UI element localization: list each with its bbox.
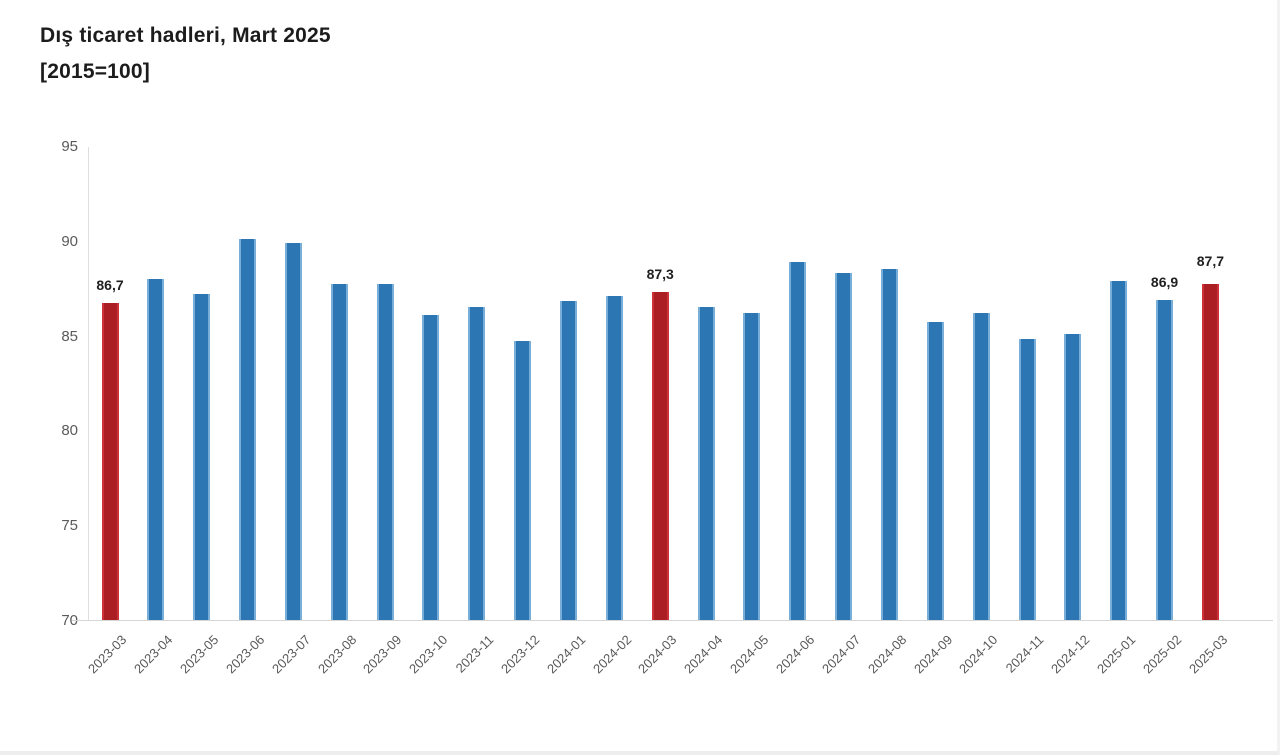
bar-2024-12 bbox=[1064, 333, 1082, 620]
bar-2023-08 bbox=[330, 284, 348, 620]
y-tick-label-70: 70 bbox=[61, 612, 78, 629]
bar-2024-03 bbox=[651, 292, 669, 620]
x-tick-label-2023-03: 2023-03 bbox=[85, 632, 130, 677]
y-tick-label-75: 75 bbox=[61, 517, 78, 535]
y-tick-label-90: 90 bbox=[61, 232, 78, 250]
bar-2024-09 bbox=[926, 322, 944, 620]
x-tick-label-2023-06: 2023-06 bbox=[222, 632, 268, 677]
bar-2023-05 bbox=[193, 293, 211, 620]
bar-2023-06 bbox=[239, 238, 257, 620]
bar-2024-02 bbox=[605, 295, 623, 620]
bar-2024-01 bbox=[560, 301, 577, 620]
value-label-2023-03: 86,7 bbox=[96, 277, 124, 294]
x-tick-label-2024-02: 2024-02 bbox=[589, 632, 634, 677]
bar-2025-02 bbox=[1156, 299, 1174, 620]
chart-subtitle: [2015=100] bbox=[40, 60, 151, 83]
bar-2025-01 bbox=[1110, 280, 1128, 620]
x-tick-label-2024-03: 2024-03 bbox=[635, 632, 680, 677]
chart-title: Dış ticaret hadleri, Mart 2025 bbox=[40, 24, 331, 47]
x-tick-label-2024-08: 2024-08 bbox=[864, 632, 910, 677]
x-tick-label-2023-04: 2023-04 bbox=[131, 632, 176, 677]
bar-chart-plot-area: 86,7 87,3 86,9 87,7 2023-03 2023-04 2023-05 20… bbox=[72, 147, 1273, 676]
x-tick-label-2024-10: 2024-10 bbox=[956, 632, 1001, 677]
value-label-2024-03: 87,3 bbox=[646, 265, 674, 282]
x-tick-label-2025-02: 2025-02 bbox=[1139, 632, 1185, 677]
x-tick-label-2023-11: 2023-11 bbox=[452, 632, 497, 676]
y-axis-line bbox=[88, 147, 89, 621]
bar-2024-04 bbox=[697, 307, 715, 620]
value-label-2025-02: 86,9 bbox=[1150, 273, 1179, 290]
x-tick-label-2024-01: 2024-01 bbox=[543, 632, 589, 677]
x-tick-label-2023-10: 2023-10 bbox=[406, 632, 451, 677]
bar-2024-05 bbox=[743, 312, 761, 620]
bar-2024-08 bbox=[880, 269, 898, 620]
bar-2023-07 bbox=[284, 242, 302, 620]
bar-2023-09 bbox=[376, 284, 394, 620]
y-tick-label-80: 80 bbox=[61, 422, 78, 440]
bar-2024-06 bbox=[789, 261, 807, 620]
bar-2023-11 bbox=[468, 307, 486, 620]
y-tick-label-85: 85 bbox=[61, 327, 78, 345]
x-tick-label-2025-01: 2025-01 bbox=[1093, 632, 1139, 677]
x-tick-label-2023-05: 2023-05 bbox=[176, 632, 222, 677]
title-block: Dış ticaret hadleri, Mart 2025 [2015=100… bbox=[40, 18, 331, 90]
x-tick-label-2025-03: 2025-03 bbox=[1185, 632, 1231, 677]
x-tick-label-2023-07: 2023-07 bbox=[268, 632, 314, 677]
bar-2024-11 bbox=[1018, 339, 1036, 620]
x-axis-baseline bbox=[72, 620, 1273, 621]
x-tick-label-2024-06: 2024-06 bbox=[773, 632, 818, 677]
x-tick-label-2024-11: 2024-11 bbox=[1002, 632, 1047, 676]
bar-2023-10 bbox=[422, 314, 440, 620]
bar-2023-04 bbox=[147, 278, 165, 620]
bar-2023-12 bbox=[514, 341, 532, 620]
x-tick-label-2024-04: 2024-04 bbox=[681, 632, 726, 677]
x-tick-label-2023-08: 2023-08 bbox=[314, 632, 359, 677]
x-tick-label-2023-12: 2023-12 bbox=[497, 632, 543, 677]
bar-2025-03 bbox=[1201, 284, 1219, 620]
x-tick-label-2023-09: 2023-09 bbox=[360, 632, 405, 677]
x-tick-label-2024-09: 2024-09 bbox=[910, 632, 955, 677]
value-label-2025-03: 87,7 bbox=[1196, 253, 1225, 270]
x-tick-label-2024-07: 2024-07 bbox=[818, 632, 864, 677]
bar-2023-03 bbox=[101, 303, 119, 620]
bar-2024-07 bbox=[835, 273, 853, 620]
bar-2024-10 bbox=[972, 312, 990, 620]
x-tick-label-2024-05: 2024-05 bbox=[727, 632, 772, 677]
y-tick-label-95: 95 bbox=[61, 138, 78, 155]
x-tick-label-2024-12: 2024-12 bbox=[1048, 632, 1093, 677]
